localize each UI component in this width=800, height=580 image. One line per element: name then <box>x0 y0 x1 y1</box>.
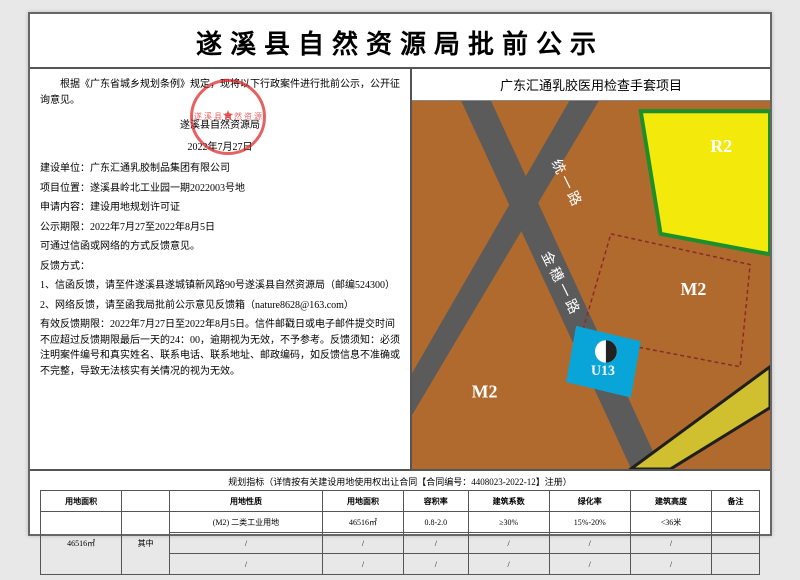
table-header: 用地性质 <box>170 491 323 512</box>
unit-line: 建设单位：广东汇通乳胶制品集团有限公司 <box>40 161 400 177</box>
table-cell: ≥30% <box>468 512 549 533</box>
table-cell: 15%-20% <box>549 512 630 533</box>
valid-period: 有效反馈期限：2022年7月27日至2022年8月5日。信件邮戳日或电子邮件提交… <box>40 317 400 379</box>
table-cell: / <box>322 533 403 554</box>
table-section: 规划指标（详情按有关建设用地使用权出让合同【合同编号：4408023-2022-… <box>30 469 770 575</box>
table-header <box>122 491 170 512</box>
left-panel: 遂 溪 县 自 然 资 源 根据《广东省城乡规划条例》规定，现将以下行政案件进行… <box>30 69 412 469</box>
table-cell: / <box>404 554 469 575</box>
table-header: 绿化率 <box>549 491 630 512</box>
table-cell <box>712 533 760 554</box>
table-cell: / <box>630 533 711 554</box>
table-caption: 规划指标（详情按有关建设用地使用权出让合同【合同编号：4408023-2022-… <box>40 475 760 488</box>
table-cell: / <box>322 554 403 575</box>
table-cell: / <box>468 554 549 575</box>
table-cell: / <box>468 533 549 554</box>
feedback-1: 1、信函反馈，请至件遂溪县遂城镇新风路90号遂溪县自然资源局（邮编524300） <box>40 278 400 294</box>
table-cell: 其中 <box>122 512 170 575</box>
table-cell: <36米 <box>630 512 711 533</box>
label-u13: U13 <box>591 363 615 379</box>
apply-line: 申请内容：建设用地规划许可证 <box>40 200 400 216</box>
label-r2: R2 <box>710 136 732 156</box>
right-panel: 广东汇通乳胶医用检查手套项目 <box>412 69 770 469</box>
table-cell: / <box>170 533 323 554</box>
table-cell: (M2) 二类工业用地 <box>170 512 323 533</box>
table-header: 用地面积 <box>322 491 403 512</box>
table-header: 用地面积 <box>41 491 122 512</box>
table-cell: / <box>549 533 630 554</box>
table-cell: / <box>549 554 630 575</box>
table-cell: / <box>404 533 469 554</box>
page-title: 遂溪县自然资源局批前公示 <box>30 14 770 69</box>
signer-org: 遂溪县自然资源局 <box>40 118 400 134</box>
period-line: 公示期限：2022年7月27至2022年8月5日 <box>40 220 400 236</box>
table-row: 46516㎡其中(M2) 二类工业用地46516㎡0.8-2.0≥30%15%-… <box>41 512 760 533</box>
indicator-table: 用地面积用地性质用地面积容积率建筑系数绿化率建筑高度备注 46516㎡其中(M2… <box>40 490 760 575</box>
table-cell <box>712 554 760 575</box>
table-cell <box>712 512 760 533</box>
channel-line: 可通过信函或网络的方式反馈意见。 <box>40 239 400 255</box>
label-m2b: M2 <box>472 381 498 401</box>
table-header: 容积率 <box>404 491 469 512</box>
label-m2a: M2 <box>681 279 707 299</box>
feedback-2: 2、网络反馈，请至函我局批前公示意见反馈箱（nature8628@163.com… <box>40 298 400 314</box>
map-title: 广东汇通乳胶医用检查手套项目 <box>412 69 770 101</box>
table-cell: / <box>630 554 711 575</box>
site-map: R2 M2 M2 U13 金 穗 一 路 统 一 路 <box>412 101 770 469</box>
table-header: 备注 <box>712 491 760 512</box>
table-header: 建筑系数 <box>468 491 549 512</box>
feedback-title: 反馈方式： <box>40 259 400 275</box>
table-cell: 46516㎡ <box>322 512 403 533</box>
map-svg: R2 M2 M2 U13 金 穗 一 路 统 一 路 <box>412 101 770 469</box>
content-area: 遂 溪 县 自 然 资 源 根据《广东省城乡规划条例》规定，现将以下行政案件进行… <box>30 69 770 469</box>
table-cell: 0.8-2.0 <box>404 512 469 533</box>
signer-date: 2022年7月27日 <box>40 140 400 156</box>
table-cell: / <box>170 554 323 575</box>
table-cell: 46516㎡ <box>41 512 122 575</box>
location-line: 项目位置：遂溪县岭北工业园一期2022003号地 <box>40 181 400 197</box>
document-page: 遂溪县自然资源局批前公示 遂 溪 县 自 然 资 源 根据《广东省城乡规划条例》… <box>28 12 772 536</box>
intro-text: 根据《广东省城乡规划条例》规定，现将以下行政案件进行批前公示，公开征询意见。 <box>40 77 400 108</box>
table-header: 建筑高度 <box>630 491 711 512</box>
